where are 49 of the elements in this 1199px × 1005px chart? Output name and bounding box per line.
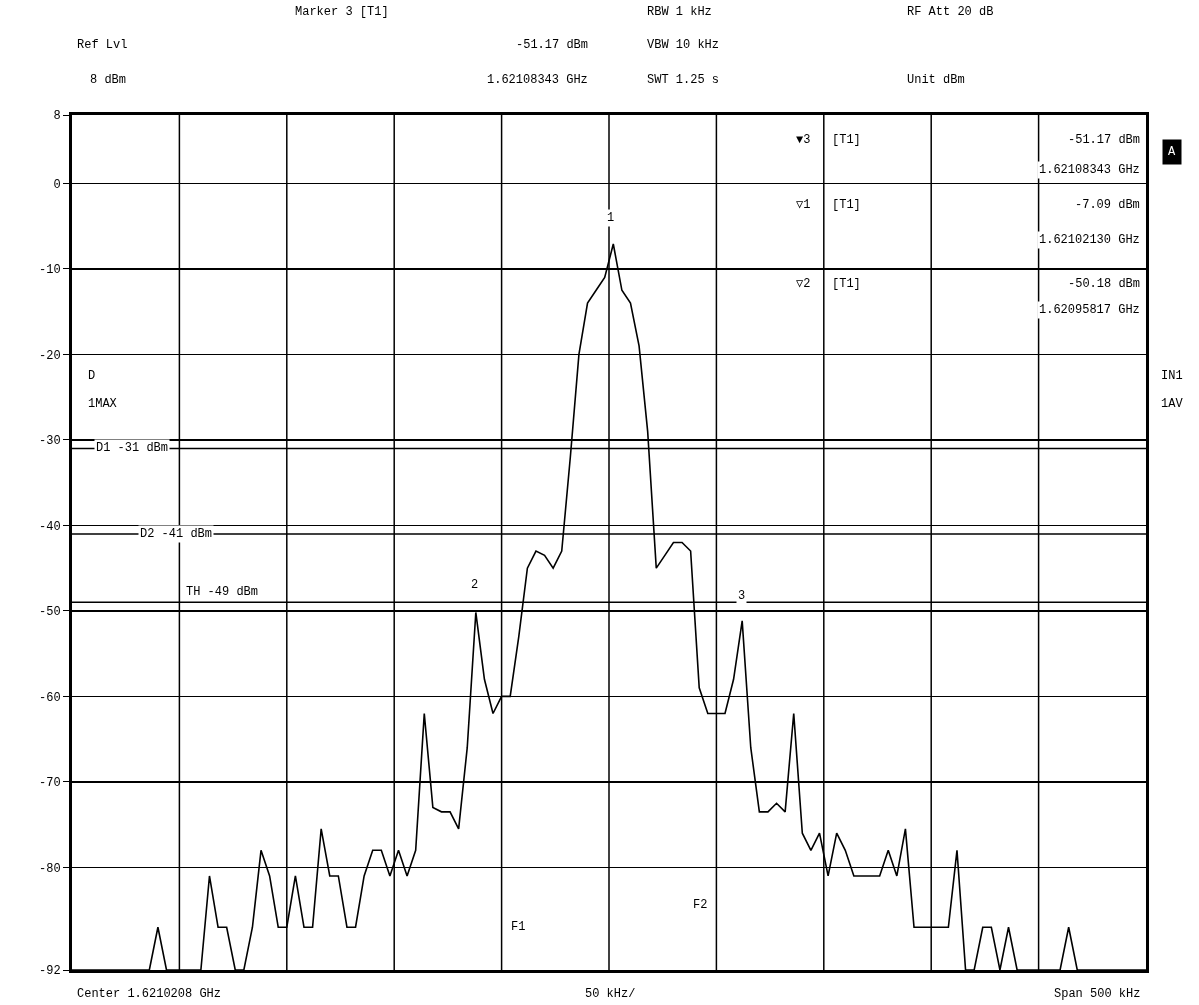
ref-line-label: D1 -31 dBm <box>96 441 169 455</box>
annotation: 1.62102130 GHz <box>1039 233 1140 247</box>
annotation: 2 <box>471 578 479 592</box>
text: Marker 3 [T1] <box>295 5 389 19</box>
text: 50 kHz/ <box>585 987 636 1001</box>
annotation: 1MAX <box>88 397 117 411</box>
annotation: ▽2 <box>796 277 811 291</box>
annotation: D <box>88 369 96 383</box>
annotation: [T1] <box>832 133 861 147</box>
annotation: F1 <box>511 920 526 934</box>
text: -51.17 dBm <box>516 38 589 52</box>
text: SWT 1.25 s <box>647 73 720 87</box>
ref-line-label: D2 -41 dBm <box>140 527 213 541</box>
y-tick-label: 0 <box>53 177 61 192</box>
annotation: 1.62095817 GHz <box>1039 303 1140 317</box>
annotation: ▽1 <box>796 198 811 212</box>
text: IN1 <box>1161 369 1183 383</box>
y-tick-label: -30 <box>38 434 61 449</box>
y-tick-label: -80 <box>38 861 61 876</box>
y-tick-label: -92 <box>38 964 61 979</box>
annotation: 3 <box>738 589 746 603</box>
annotation: [T1] <box>832 198 861 212</box>
annotation: 1.62108343 GHz <box>1039 163 1140 177</box>
annotation: -7.09 dBm <box>1075 198 1140 212</box>
y-tick-label: -10 <box>38 263 61 278</box>
annotation: F2 <box>693 898 708 912</box>
y-tick-label: -40 <box>38 519 61 534</box>
text: Ref Lvl <box>77 38 128 52</box>
text: VBW 10 kHz <box>647 38 720 52</box>
y-tick-label: 8 <box>53 109 61 124</box>
annotation: 1 <box>607 211 615 225</box>
annotation: [T1] <box>832 277 861 291</box>
y-tick-label: -20 <box>38 348 61 363</box>
y-tick-label: -50 <box>38 605 61 620</box>
text: 1AV <box>1161 397 1184 411</box>
text: RF Att 20 dB <box>907 5 994 19</box>
annotation: -50.18 dBm <box>1068 277 1141 291</box>
text: 8 dBm <box>90 73 127 87</box>
text: RBW 1 kHz <box>647 5 712 19</box>
annotation: -51.17 dBm <box>1068 133 1141 147</box>
y-tick-label: -70 <box>38 776 61 791</box>
y-tick-label: -60 <box>38 690 61 705</box>
text: Center 1.6210208 GHz <box>77 987 222 1001</box>
annotation: ▼3 <box>796 133 811 147</box>
text: Unit dBm <box>907 73 965 87</box>
text: A <box>1168 145 1176 159</box>
ref-line-label: TH -49 dBm <box>186 585 259 599</box>
text: 1.62108343 GHz <box>487 73 588 87</box>
text: Span 500 kHz <box>1054 987 1141 1001</box>
